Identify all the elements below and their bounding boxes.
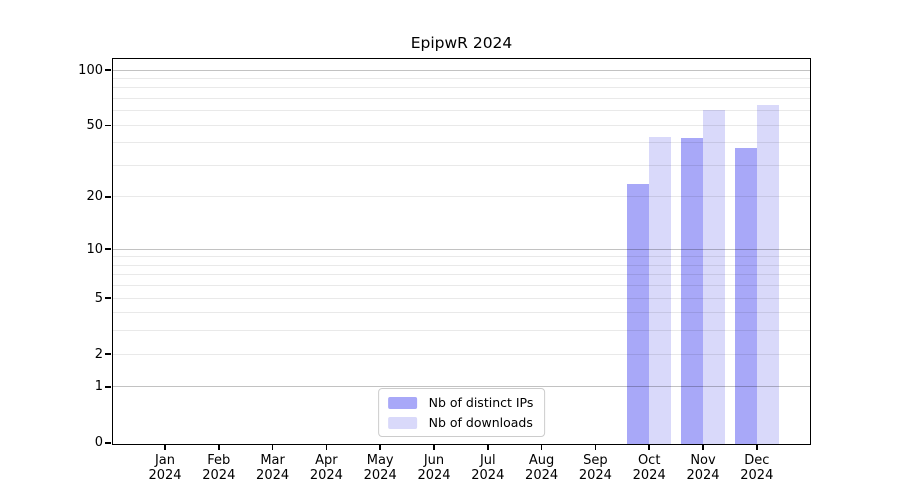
x-tick-label-nov-2024: Nov 2024	[686, 453, 720, 483]
x-tick-label-aug-2024: Aug 2024	[525, 453, 559, 483]
legend-label-distinct-ips: Nb of distinct IPs	[428, 395, 534, 410]
x-tick-mark-jun-2024	[433, 444, 435, 450]
y-tick-mark-100	[105, 69, 111, 71]
gridline-30	[113, 165, 810, 167]
x-tick-mark-may-2024	[379, 444, 381, 450]
gridline-5	[113, 297, 810, 299]
x-tick-mark-nov-2024	[702, 444, 704, 450]
bar-dec-2024-distinct-ips	[734, 148, 757, 444]
gridline-90	[113, 78, 810, 80]
y-axis: 0 1 2 5 10 20 50 100	[78, 59, 810, 449]
x-tick-mark-dec-2024	[756, 444, 758, 450]
chart-title: EpipwR 2024	[410, 34, 513, 52]
x-tick-label-oct-2024: Oct 2024	[632, 453, 666, 483]
gridline-40	[113, 142, 810, 144]
bar-nov-2024-downloads	[703, 109, 725, 444]
x-tick-mark-oct-2024	[648, 444, 650, 450]
x-tick-label-mar-2024: Mar 2024	[256, 453, 290, 483]
y-tick-mark-10	[105, 248, 111, 250]
y-tick-label-10: 10	[86, 241, 103, 257]
gridline-70	[113, 98, 810, 100]
x-tick-mark-feb-2024	[218, 444, 220, 450]
gridline-20	[113, 196, 810, 198]
y-tick-label-0: 0	[94, 435, 103, 451]
x-tick-mark-aug-2024	[540, 444, 543, 450]
legend-item-distinct-ips: Nb of distinct IPs	[387, 395, 534, 410]
gridline-6	[113, 285, 810, 287]
x-axis: Jan 2024 Feb 2024 Mar 2024 Apr 2024 May 2024…	[113, 59, 810, 483]
y-tick-label-2: 2	[94, 346, 103, 362]
x-tick-label-jan-2024: Jan 2024	[148, 453, 182, 483]
x-tick-mark-mar-2024	[271, 444, 274, 450]
legend-label-downloads: Nb of downloads	[428, 415, 533, 430]
x-tick-label-jul-2024: Jul 2024	[471, 453, 505, 483]
y-tick-label-100: 100	[78, 62, 103, 78]
gridline-10	[113, 248, 810, 250]
gridline-4	[113, 312, 810, 314]
gridline-50	[113, 124, 810, 126]
bar-dec-2024-downloads	[756, 104, 779, 444]
legend-swatch-distinct-ips	[387, 396, 417, 409]
legend-item-downloads: Nb of downloads	[387, 415, 534, 430]
x-tick-mark-jul-2024	[487, 444, 489, 450]
gridline-80	[113, 87, 810, 89]
x-tick-label-dec-2024: Dec 2024	[740, 453, 774, 483]
y-tick-label-50: 50	[86, 117, 103, 133]
gridline-9	[113, 256, 810, 258]
gridline-3	[113, 330, 810, 332]
gridline-2	[113, 353, 810, 355]
legend: Nb of distinct IPs Nb of downloads	[377, 388, 546, 437]
plot-area: 0 1 2 5 10 20 50 100 Jan 2024 Feb 2024 Mar 2024 Ap…	[78, 58, 811, 483]
y-tick-label-5: 5	[94, 290, 103, 306]
bar-oct-2024-distinct-ips	[627, 184, 650, 444]
y-tick-mark-5	[105, 297, 111, 299]
x-tick-mark-jan-2024	[164, 444, 166, 450]
gridline-60	[113, 110, 810, 112]
gridline-8	[113, 264, 810, 266]
y-tick-mark-0	[105, 442, 111, 444]
legend-swatch-downloads	[387, 416, 417, 429]
bar-nov-2024-distinct-ips	[681, 138, 703, 444]
y-tick-mark-50	[105, 124, 111, 127]
x-tick-label-may-2024: May 2024	[363, 453, 397, 483]
x-tick-label-feb-2024: Feb 2024	[202, 453, 236, 483]
y-tick-label-1: 1	[94, 379, 103, 395]
bar-oct-2024-downloads	[649, 136, 672, 444]
y-tick-mark-2	[105, 353, 111, 355]
grid-layer	[113, 59, 810, 444]
y-tick-mark-1	[105, 386, 111, 388]
x-tick-label-sep-2024: Sep 2024	[578, 453, 612, 483]
gridline-7	[113, 274, 810, 276]
x-tick-mark-sep-2024	[594, 444, 597, 450]
gridline-100	[113, 69, 810, 71]
x-tick-label-apr-2024: Apr 2024	[309, 453, 343, 483]
x-tick-mark-apr-2024	[325, 444, 328, 450]
y-tick-label-20: 20	[86, 189, 103, 205]
x-tick-label-jun-2024: Jun 2024	[417, 453, 451, 483]
y-tick-mark-20	[105, 196, 111, 198]
bars-layer	[113, 59, 810, 444]
